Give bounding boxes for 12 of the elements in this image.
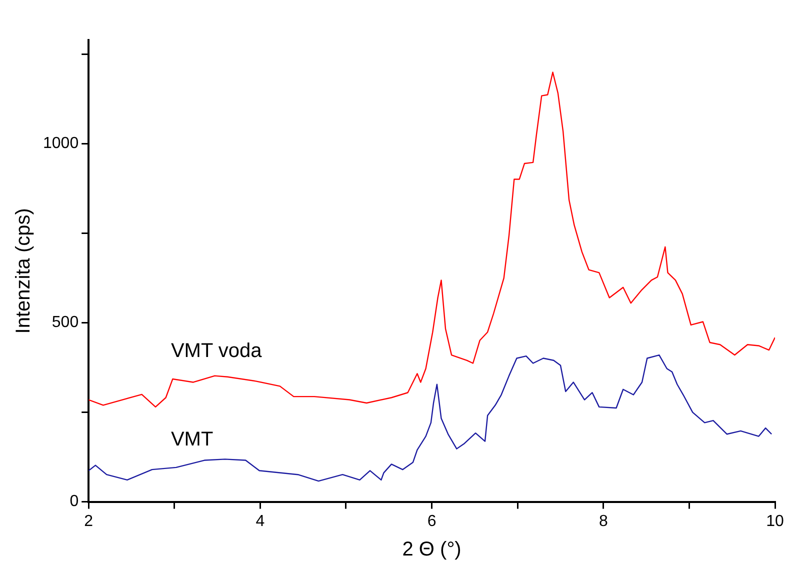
y-tick-label: 0 — [70, 493, 79, 510]
x-tick-label: 2 — [84, 512, 94, 530]
y-tick-label: 500 — [52, 314, 79, 332]
x-tick-label: 8 — [598, 512, 608, 530]
x-tick-label: 10 — [766, 512, 784, 530]
x-tick-label: 4 — [256, 512, 265, 530]
series-label: VMT voda — [170, 340, 263, 362]
series-label: VMT — [170, 428, 214, 450]
x-axis-title: 2 Θ (°) — [402, 538, 462, 561]
y-tick-label: 1000 — [43, 135, 79, 152]
x-tick-label: 6 — [427, 512, 436, 530]
y-axis-title: Intenzita (cps) — [12, 208, 35, 334]
